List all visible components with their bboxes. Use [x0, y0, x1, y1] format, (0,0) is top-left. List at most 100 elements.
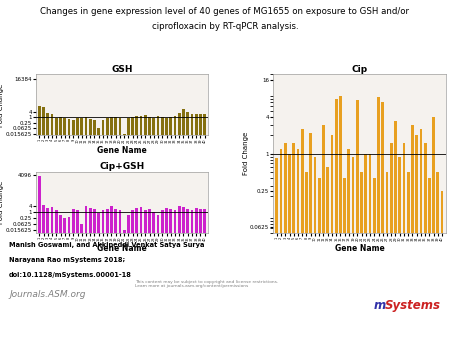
Bar — [55, 118, 58, 338]
Bar — [432, 117, 435, 338]
Bar — [42, 107, 45, 338]
Bar — [89, 208, 92, 338]
Text: Changes in gene expression level of 40 genes of MG1655 on exposure to GSH and/or: Changes in gene expression level of 40 g… — [40, 7, 410, 16]
Bar — [72, 120, 75, 338]
Bar — [436, 172, 439, 338]
Bar — [110, 117, 113, 338]
Text: m: m — [374, 299, 386, 312]
Bar — [318, 178, 320, 338]
Bar — [55, 210, 58, 338]
Bar — [102, 120, 104, 338]
Bar — [326, 167, 329, 338]
Bar — [301, 129, 304, 338]
Bar — [373, 178, 376, 338]
Text: Narayana Rao mSystems 2018;: Narayana Rao mSystems 2018; — [9, 257, 125, 263]
Bar — [174, 210, 176, 338]
Bar — [199, 209, 202, 338]
Bar — [81, 118, 83, 338]
Bar — [174, 117, 176, 338]
X-axis label: Gene Name: Gene Name — [97, 146, 147, 155]
Bar — [93, 120, 96, 338]
Bar — [407, 172, 410, 338]
Bar — [309, 133, 312, 338]
Bar — [186, 112, 189, 338]
Bar — [46, 208, 49, 338]
Bar — [347, 149, 350, 338]
Bar — [72, 209, 75, 338]
Bar — [169, 209, 172, 338]
Bar — [123, 231, 126, 338]
Bar — [59, 215, 62, 338]
Bar — [339, 96, 342, 338]
Text: Manish Goswami, and Akkipeddi Venkat Satya Surya: Manish Goswami, and Akkipeddi Venkat Sat… — [9, 242, 204, 248]
Bar — [292, 143, 295, 338]
Bar — [352, 156, 355, 338]
Bar — [97, 213, 100, 338]
Bar — [275, 158, 278, 338]
Bar — [59, 117, 62, 338]
Bar — [118, 210, 122, 338]
Bar — [203, 114, 206, 338]
Bar — [343, 178, 346, 338]
Bar — [63, 218, 66, 338]
Bar — [68, 217, 71, 338]
Bar — [76, 210, 79, 338]
Bar — [148, 117, 151, 338]
Bar — [148, 209, 151, 338]
Bar — [377, 97, 380, 338]
Bar — [127, 215, 130, 338]
Bar — [81, 224, 83, 338]
Bar — [118, 118, 122, 338]
Bar — [114, 209, 117, 338]
Y-axis label: Fold Change: Fold Change — [0, 83, 4, 126]
Bar — [195, 115, 198, 338]
Bar — [157, 215, 159, 338]
Bar — [157, 117, 159, 338]
X-axis label: Gene Name: Gene Name — [335, 244, 384, 253]
Bar — [123, 134, 126, 338]
Bar — [297, 149, 299, 338]
Bar — [106, 118, 108, 338]
Title: Cip: Cip — [351, 65, 368, 74]
Bar — [144, 210, 147, 338]
Bar — [153, 118, 155, 338]
Bar — [322, 125, 325, 338]
Bar — [390, 143, 393, 338]
Bar — [411, 125, 414, 338]
Bar — [51, 207, 54, 338]
Bar — [85, 206, 87, 338]
Bar — [186, 209, 189, 338]
Bar — [131, 117, 134, 338]
Bar — [419, 129, 422, 338]
Bar — [140, 116, 143, 338]
Title: Cip+GSH: Cip+GSH — [99, 162, 144, 171]
Title: GSH: GSH — [111, 65, 133, 74]
Bar — [191, 114, 193, 338]
Bar — [195, 208, 198, 338]
Bar — [89, 119, 92, 338]
Bar — [280, 149, 283, 338]
Bar — [102, 210, 104, 338]
Bar — [144, 115, 147, 338]
Y-axis label: Fold Change: Fold Change — [243, 132, 249, 175]
Bar — [369, 154, 371, 338]
Bar — [394, 121, 397, 338]
Bar — [110, 206, 113, 338]
Bar — [140, 207, 143, 338]
Bar — [165, 208, 168, 338]
Bar — [203, 209, 206, 338]
Bar — [356, 100, 359, 338]
Bar — [131, 210, 134, 338]
Bar — [76, 118, 79, 338]
Bar — [288, 154, 291, 338]
Bar — [398, 156, 401, 338]
Bar — [38, 106, 41, 338]
Bar — [182, 109, 185, 338]
Bar — [386, 172, 388, 338]
X-axis label: Gene Name: Gene Name — [97, 244, 147, 253]
Bar — [364, 154, 367, 338]
Bar — [42, 205, 45, 338]
Bar — [360, 172, 363, 338]
Bar — [335, 99, 338, 338]
Text: Journals.ASM.org: Journals.ASM.org — [9, 290, 86, 299]
